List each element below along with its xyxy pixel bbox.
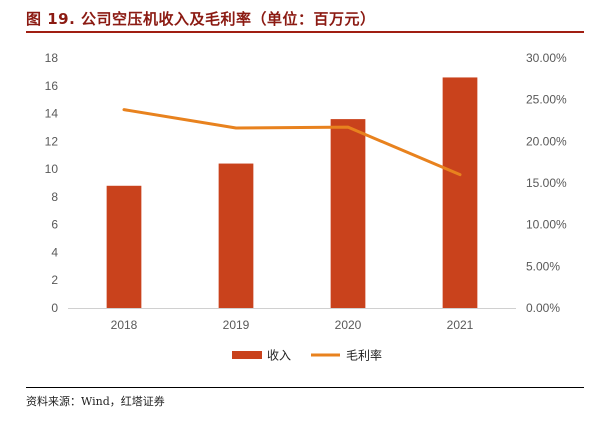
source-note: 资料来源：Wind，红塔证券 (26, 395, 165, 408)
y-tick-label: 6 (51, 218, 58, 232)
y-tick-label: 2 (51, 273, 58, 287)
y-axis-right: 0.00% 5.00% 10.00% 15.00% 20.00% 25.00% 30.00% (526, 51, 567, 315)
y2-tick-label: 5.00% (526, 259, 560, 273)
y-tick-label: 16 (45, 79, 59, 93)
x-tick-label: 2021 (447, 318, 474, 332)
y2-tick-label: 0.00% (526, 301, 560, 315)
x-tick-label: 2020 (335, 318, 362, 332)
y-tick-label: 18 (45, 51, 59, 65)
bar (442, 77, 478, 308)
source-rule (26, 387, 584, 388)
legend-swatch-revenue (232, 351, 262, 359)
line-series (122, 108, 462, 177)
y-tick-label: 8 (51, 190, 58, 204)
bar (106, 185, 142, 308)
bar (218, 163, 254, 308)
legend-label-margin: 毛利率 (346, 348, 382, 363)
title-rule (26, 31, 584, 33)
legend-label-revenue: 收入 (267, 349, 291, 363)
y-tick-label: 4 (51, 245, 58, 259)
y2-tick-label: 15.00% (526, 176, 567, 190)
y2-tick-label: 25.00% (526, 93, 567, 107)
bar (330, 119, 366, 308)
y2-tick-label: 20.00% (526, 134, 567, 148)
y2-tick-label: 30.00% (526, 51, 567, 65)
x-tick-label: 2018 (111, 318, 138, 332)
margin-line (122, 108, 462, 177)
x-axis: 2018 2019 2020 2021 (111, 318, 474, 332)
y-tick-label: 0 (51, 301, 58, 315)
y2-tick-label: 10.00% (526, 218, 567, 232)
x-tick-label: 2019 (223, 318, 250, 332)
figure-title: 图 19. 公司空压机收入及毛利率（单位：百万元） (26, 10, 376, 28)
legend: 收入 毛利率 (232, 348, 382, 363)
y-tick-label: 12 (45, 134, 59, 148)
y-axis-left: 0 2 4 6 8 10 12 14 16 18 (45, 51, 59, 315)
y-tick-label: 14 (45, 107, 59, 121)
bar-series (106, 77, 478, 308)
y-tick-label: 10 (45, 162, 59, 176)
